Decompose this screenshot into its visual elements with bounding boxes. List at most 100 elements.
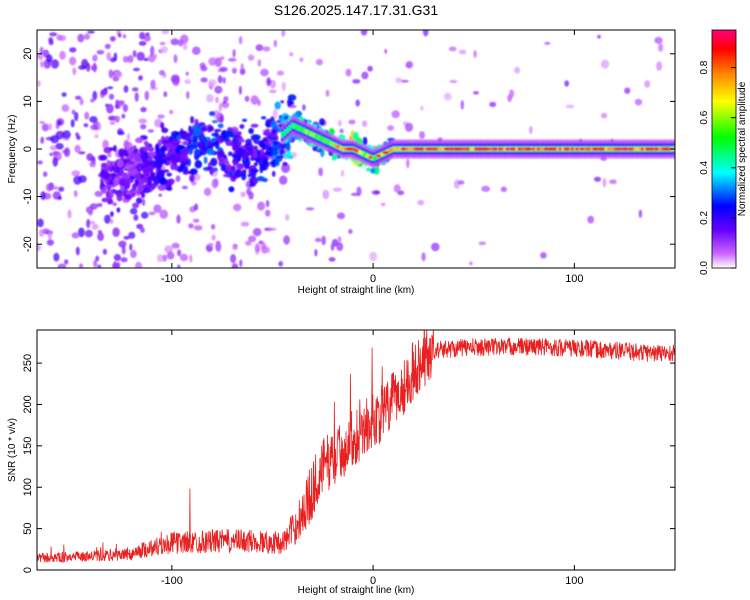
spectrogram-noise-blob	[322, 189, 330, 200]
spectrogram-ridge-blob	[239, 124, 245, 129]
spectrogram-noise-blob	[624, 87, 631, 94]
spectrogram-noise-blob	[84, 111, 90, 120]
spectrogram-ridge-blob	[182, 171, 189, 175]
spectrogram-ridge-blob	[220, 163, 227, 168]
spectrogram-ridge-blob	[233, 143, 239, 150]
spectrogram-band-segment	[561, 147, 565, 151]
spectrogram-noise-blob	[400, 79, 409, 83]
spectrogram-noise-blob	[69, 56, 77, 66]
spectrogram-band-segment	[358, 150, 362, 155]
spectrogram-noise-blob	[89, 161, 96, 168]
spectrogram-band-segment	[498, 147, 502, 151]
spectrogram-noise-blob	[141, 211, 149, 219]
spectrogram-noise-blob	[70, 119, 75, 128]
spectrogram-ridge-blob	[140, 190, 145, 197]
spectrogram-band-segment	[418, 147, 422, 151]
spectrogram-noise-blob	[315, 58, 323, 66]
spectrogram-band-segment	[372, 156, 376, 160]
spectrogram-xlabel: Height of straight line (km)	[298, 285, 415, 296]
spectrogram-ridge-blob	[182, 141, 188, 146]
spectrogram-noise-blob	[355, 99, 361, 107]
spectrogram-noise-blob	[157, 114, 165, 119]
spectrogram-noise-blob	[211, 234, 216, 241]
spectrogram-ridge-blob	[265, 128, 270, 138]
spectrogram-noise-blob	[104, 214, 111, 224]
spectrogram-noise-blob	[391, 110, 400, 119]
spectrogram-noise-blob	[40, 191, 46, 201]
spectrogram-noise-blob	[283, 235, 290, 245]
spectrogram-ridge-blob	[230, 175, 237, 182]
spectrogram-noise-blob	[239, 68, 246, 75]
spectrogram-ridge-blob	[274, 101, 281, 110]
spectrogram-band-segment	[338, 146, 343, 150]
spectrogram-ridge-blob	[261, 142, 266, 147]
spectrogram-noise-blob	[406, 60, 414, 69]
spectrogram-ridge-blob	[110, 211, 114, 217]
spectrogram-noise-blob	[192, 46, 201, 55]
spectrogram-noise-blob	[337, 119, 342, 127]
spectrogram-band-segment	[288, 126, 292, 130]
spectrogram-band-segment	[396, 147, 401, 151]
spectrogram-noise-blob	[593, 176, 602, 182]
spectrogram-noise-blob	[564, 80, 570, 87]
spectrogram-ridge-blob	[105, 183, 111, 189]
spectrogram-band-segment	[575, 147, 579, 151]
spectrogram-band-segment	[305, 130, 309, 134]
snr-series-line	[37, 330, 675, 564]
spectrogram-noise-blob	[417, 199, 425, 206]
spectrogram-noise-blob	[348, 229, 353, 234]
spectrogram-noise-blob	[56, 34, 63, 41]
spectrogram-ridge-blob	[165, 142, 173, 148]
spectrogram-ridge-blob	[213, 167, 218, 172]
colorbar-label: Normalized spectral amplitude	[737, 81, 748, 216]
spectrogram-ridge-blob	[168, 148, 177, 157]
spectrogram-noise-blob	[72, 67, 77, 76]
spectrogram-noise-blob	[352, 79, 361, 84]
spectrogram-noise-blob	[153, 204, 162, 213]
spectrogram-ridge-blob	[248, 128, 254, 134]
spectrogram-band-segment	[592, 147, 596, 151]
spectrogram-noise-blob	[217, 75, 223, 84]
spectrogram-ridge-blob	[116, 193, 123, 202]
spectrogram-ridge-blob	[252, 149, 258, 158]
spectrogram-noise-blob	[106, 52, 111, 61]
spectrogram-noise-blob	[53, 252, 60, 262]
spectrogram-band-segment	[587, 147, 591, 151]
spectrogram-band-segment	[309, 132, 314, 137]
spectrogram-noise-blob	[449, 79, 458, 84]
spectrogram-ridge-blob	[232, 157, 239, 166]
spectrogram-noise-blob	[122, 104, 128, 113]
spectrogram-band-segment	[512, 147, 517, 151]
y-tick-label: 200	[22, 395, 34, 413]
spectrogram-ridge-blob	[206, 166, 212, 170]
spectrogram-band-segment	[628, 147, 632, 151]
spectrogram-noise-blob	[98, 122, 102, 131]
spectrogram-hot-spot	[546, 147, 556, 151]
spectrogram-noise-blob	[114, 71, 123, 79]
spectrogram-hot-spot	[621, 147, 629, 151]
spectrogram-band-segment	[394, 147, 398, 151]
spectrogram-band-segment	[355, 149, 359, 154]
spectrogram-noise-blob	[500, 186, 507, 193]
spectrogram-noise-blob	[88, 210, 93, 216]
spectrogram-band-segment	[440, 147, 444, 151]
spectrogram-hot-spot	[368, 155, 373, 159]
spectrogram-band-segment	[280, 132, 285, 137]
spectrogram-band-segment	[510, 147, 514, 151]
spectrogram-band-segment	[520, 147, 524, 151]
spectrogram-noise-blob	[180, 34, 189, 44]
spectrogram-ridge-blob	[188, 139, 192, 144]
snr-axes: -100 0 100 0 50 100 150 200 250	[22, 330, 675, 587]
spectrogram-noise-blob	[94, 190, 103, 197]
spectrogram-ridge-blob	[262, 177, 268, 183]
spectrogram-band-segment	[657, 147, 661, 151]
spectrogram-ridge-blob	[107, 198, 114, 205]
spectrogram-noise-blob	[240, 63, 244, 70]
spectrogram-noise-blob	[336, 212, 346, 220]
spectrogram-band-segment	[532, 147, 536, 151]
spectrogram-band-segment	[326, 140, 330, 145]
spectrogram-band-segment	[469, 147, 473, 151]
spectrogram-noise-blob	[170, 38, 180, 46]
spectrogram-noise-blob	[262, 46, 271, 52]
spectrogram-noise-blob	[123, 139, 129, 150]
